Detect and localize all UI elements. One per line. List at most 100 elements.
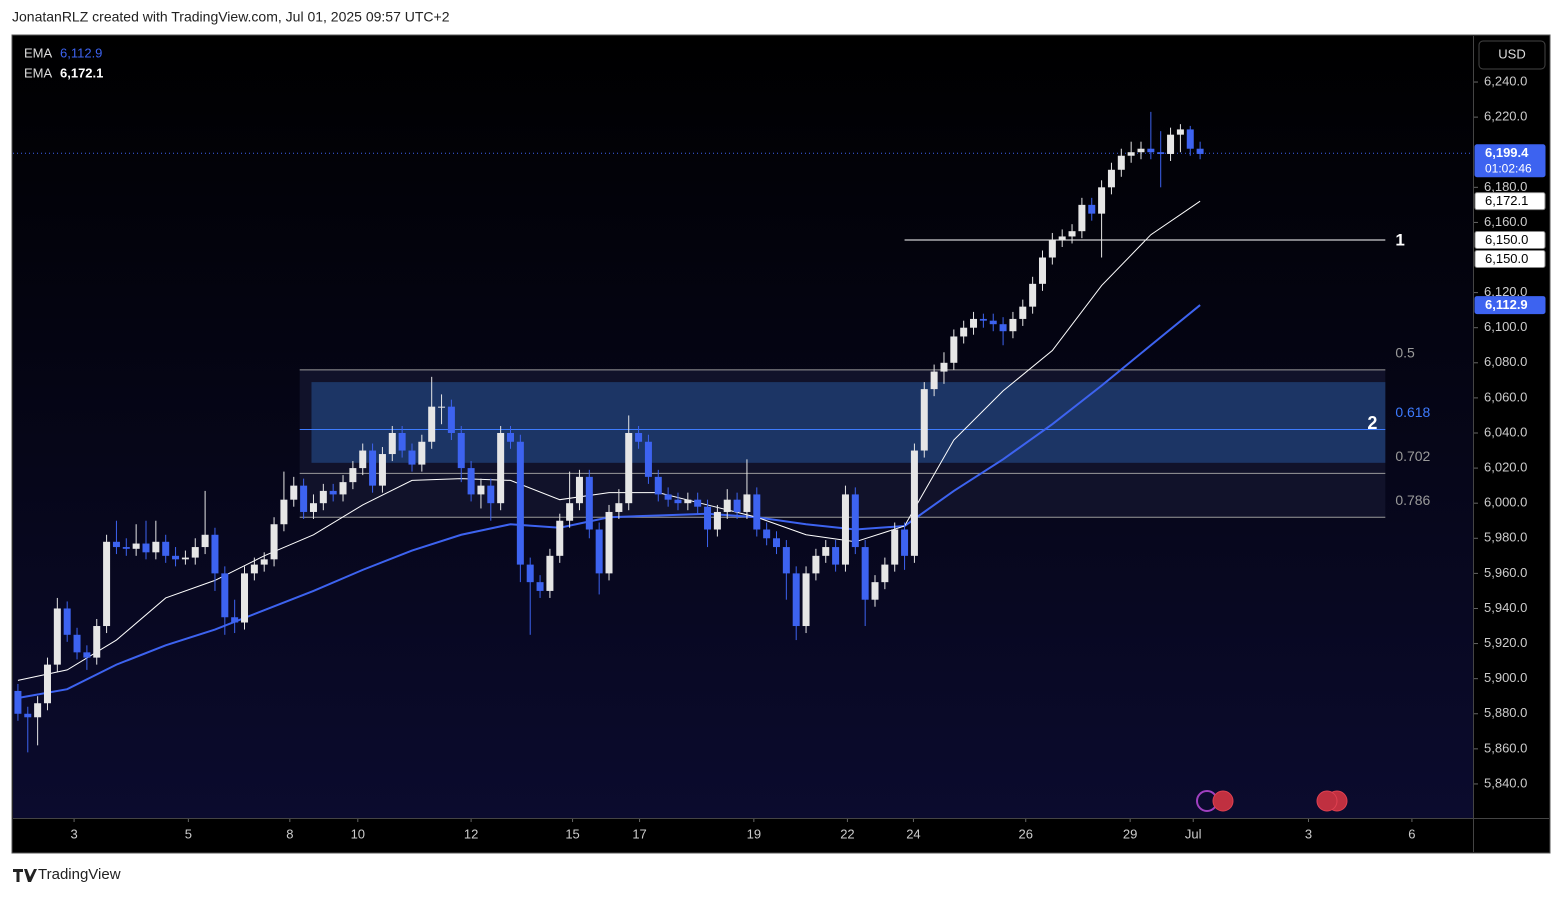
candle-body <box>398 432 406 451</box>
candle-body <box>211 534 219 574</box>
candle-body <box>280 499 288 525</box>
candle-body <box>418 441 426 465</box>
x-tick-label: 5 <box>185 826 192 841</box>
candle-body <box>1147 148 1155 153</box>
y-tick-label: 6,160.0 <box>1484 214 1527 229</box>
candle-body <box>674 499 682 504</box>
candle-body <box>1107 169 1115 188</box>
candle-body <box>979 318 987 321</box>
candle-body <box>329 490 337 495</box>
price-badge-label: 6,112.9 <box>1485 297 1528 312</box>
price-badge-label: 6,199.4 <box>1485 145 1529 160</box>
candle-body <box>625 432 633 504</box>
candle-body <box>1167 134 1175 154</box>
event-icon <box>1316 790 1338 812</box>
candle-body <box>526 564 534 583</box>
currency-button[interactable] <box>1478 40 1546 70</box>
candle-body <box>635 432 643 442</box>
candle-body <box>654 476 662 495</box>
candle-body <box>1038 257 1046 284</box>
candle-body <box>1048 239 1056 258</box>
candle-body <box>910 450 918 556</box>
candle-body <box>487 485 495 504</box>
candle-body <box>536 582 544 591</box>
candle-body <box>1137 148 1145 153</box>
candle-body <box>999 324 1007 332</box>
y-tick-label: 6,080.0 <box>1484 354 1527 369</box>
candle-body <box>24 713 32 718</box>
x-tick-label: 12 <box>464 826 478 841</box>
candle-body <box>585 476 593 530</box>
price-badge <box>1474 249 1546 268</box>
level-label: 0.702 <box>1395 448 1430 464</box>
candle-body <box>388 432 396 455</box>
y-tick-label: 5,860.0 <box>1484 740 1527 755</box>
price-badge <box>1474 192 1546 211</box>
candle-body <box>881 564 889 583</box>
candle-body <box>743 494 751 512</box>
candle-body <box>14 690 22 714</box>
x-tick-label: 3 <box>1305 826 1312 841</box>
candle-body <box>112 541 120 548</box>
candle-body <box>231 617 239 623</box>
candle-body <box>841 494 849 565</box>
event-icons <box>1196 790 1348 812</box>
candle-body <box>467 468 475 495</box>
candle-body <box>290 485 298 500</box>
x-tick-label: 26 <box>1019 826 1033 841</box>
candle-body <box>1019 306 1027 319</box>
candle-body <box>408 450 416 465</box>
candle-body <box>132 543 140 549</box>
y-tick-label: 6,220.0 <box>1484 109 1527 124</box>
candle-body <box>438 406 446 408</box>
candle-body <box>871 582 879 600</box>
candle-body <box>950 336 958 363</box>
candle-body <box>851 494 859 548</box>
candle-body <box>201 534 209 548</box>
candle-body <box>63 608 71 635</box>
candle-body <box>181 557 189 560</box>
candle-body <box>615 503 623 512</box>
x-tick-label: Jul <box>1185 826 1202 841</box>
candle-body <box>260 559 268 565</box>
y-tick-label: 6,100.0 <box>1484 319 1527 334</box>
y-tick-label: 6,240.0 <box>1484 73 1527 88</box>
candle-body <box>1088 204 1096 214</box>
candle-body <box>970 318 978 328</box>
event-icon <box>1212 790 1234 812</box>
candle-body <box>556 520 564 556</box>
y-tick-label: 6,020.0 <box>1484 460 1527 475</box>
candle-body <box>891 529 899 565</box>
candle-body <box>428 406 436 442</box>
candle-body <box>152 541 160 553</box>
header: JonatanRLZ created with TradingView.com,… <box>12 9 450 25</box>
candle-body <box>191 547 199 558</box>
candle-body <box>901 529 909 556</box>
candle-body <box>142 543 150 553</box>
x-tick-label: 15 <box>565 826 579 841</box>
price-badge-label: 6,150.0 <box>1485 251 1528 266</box>
candle-body <box>792 573 800 627</box>
level-label: 0.618 <box>1395 404 1430 420</box>
candle-body <box>733 499 741 512</box>
candle-body <box>1157 152 1165 154</box>
candle-body <box>595 529 603 574</box>
candle-body <box>447 406 455 433</box>
price-badge-countdown: 01:02:46 <box>1485 161 1532 175</box>
candle-body <box>270 524 278 560</box>
price-badge-label: 6,150.0 <box>1485 232 1528 247</box>
candle-body <box>782 547 790 574</box>
candle-body <box>772 538 780 548</box>
candle-body <box>1186 129 1194 149</box>
brand: TradingView <box>38 866 121 883</box>
candle-body <box>753 494 761 530</box>
x-tick-label: 17 <box>632 826 646 841</box>
candle-body <box>477 485 485 495</box>
candle-body <box>497 432 505 504</box>
annotation: 2 <box>1367 413 1377 433</box>
candle-body <box>162 541 170 556</box>
candle-body <box>861 547 869 600</box>
candle-body <box>1117 155 1125 170</box>
